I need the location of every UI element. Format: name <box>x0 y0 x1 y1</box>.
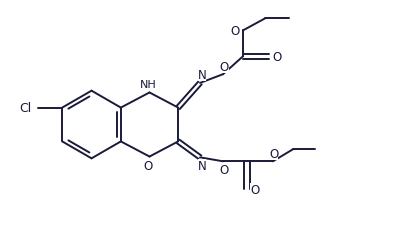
Text: O: O <box>230 25 240 38</box>
Text: N: N <box>198 159 207 172</box>
Text: O: O <box>219 163 228 176</box>
Text: Cl: Cl <box>20 102 32 115</box>
Text: O: O <box>269 147 278 160</box>
Text: O: O <box>272 50 281 64</box>
Text: NH: NH <box>140 80 157 89</box>
Text: O: O <box>219 60 228 74</box>
Text: N: N <box>198 69 207 82</box>
Text: O: O <box>143 159 152 172</box>
Text: O: O <box>250 183 259 196</box>
